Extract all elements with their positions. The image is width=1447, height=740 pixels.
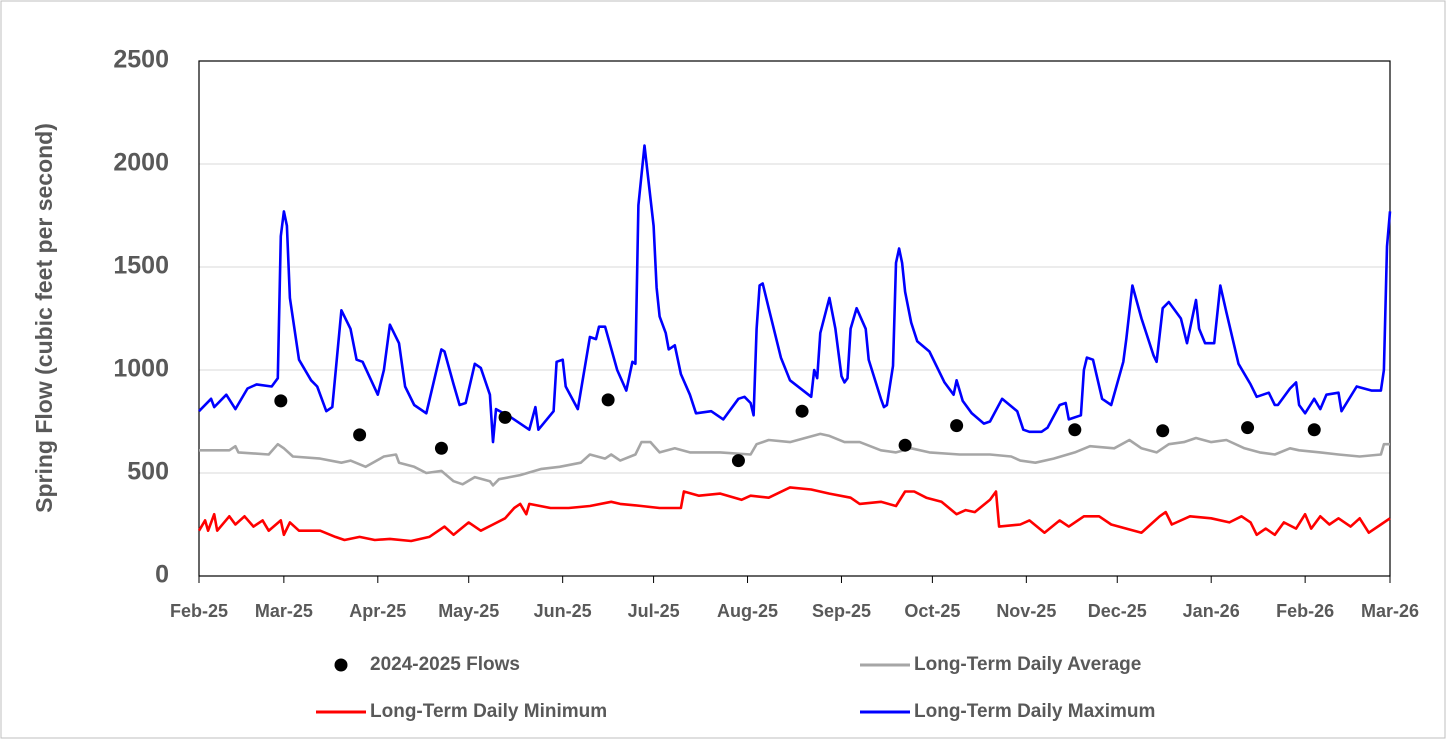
line-series (199, 432, 1390, 487)
point (898, 438, 912, 452)
point (1241, 421, 1255, 435)
y-tick-label: 0 (155, 561, 169, 589)
x-tick-label: Feb-26 (1276, 601, 1334, 621)
legend-label: Long-Term Daily Minimum (370, 701, 607, 722)
legend-label: Long-Term Daily Average (914, 654, 1141, 675)
line-series (197, 486, 1391, 543)
x-tick-label: Oct-25 (904, 601, 960, 621)
point (731, 454, 745, 468)
x-tick-label: Dec-25 (1088, 601, 1147, 621)
line-series (198, 144, 1392, 444)
x-tick-label: Nov-25 (996, 601, 1056, 621)
point (1307, 423, 1321, 437)
y-tick-label: 1500 (113, 252, 169, 280)
x-tick-label: Aug-25 (717, 601, 778, 621)
point (950, 419, 964, 433)
x-tick-label: Mar-25 (255, 601, 313, 621)
x-tick-label: Sep-25 (812, 601, 871, 621)
y-tick-label: 2000 (113, 149, 169, 177)
point (498, 410, 512, 424)
y-tick-label: 1000 (113, 355, 169, 383)
x-tick-label: Jun-25 (534, 601, 592, 621)
point (1156, 424, 1170, 438)
y-axis-title: Spring Flow (cubic feet per second) (31, 123, 57, 513)
x-tick-label: Apr-25 (349, 601, 406, 621)
legend-marker (334, 658, 348, 672)
plot-border (198, 60, 1391, 577)
y-tick-label: 2500 (113, 46, 169, 74)
point (795, 404, 809, 418)
point (1068, 423, 1082, 437)
x-tick-label: Mar-26 (1361, 601, 1419, 621)
point (353, 428, 367, 442)
legend-label: Long-Term Daily Maximum (914, 701, 1155, 722)
x-tick-label: Jul-25 (628, 601, 680, 621)
legend-label: 2024-2025 Flows (370, 654, 520, 675)
x-tick-label: Feb-25 (170, 601, 228, 621)
x-tick-label: May-25 (438, 601, 499, 621)
y-tick-label: 500 (127, 458, 169, 486)
point (601, 393, 615, 407)
x-tick-label: Jan-26 (1183, 601, 1240, 621)
point (274, 394, 288, 408)
point (434, 441, 448, 455)
